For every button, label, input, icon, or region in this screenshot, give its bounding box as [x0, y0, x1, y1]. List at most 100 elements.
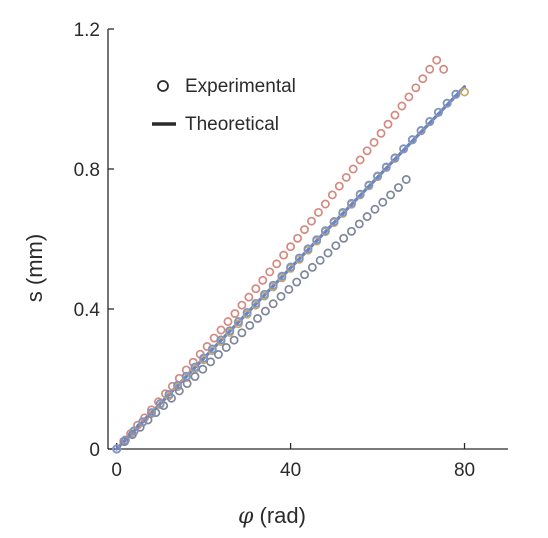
data-point-blue	[451, 89, 461, 99]
data-point-blue	[251, 298, 261, 308]
data-point-blue	[355, 189, 365, 199]
data-point-gray	[401, 175, 411, 184]
data-point-red	[376, 128, 386, 138]
data-point-red	[390, 110, 400, 120]
data-point-blue	[425, 116, 435, 126]
data-point-red	[383, 119, 393, 129]
data-point-red	[348, 164, 358, 174]
data-point-red	[341, 172, 351, 182]
data-point-blue	[138, 417, 148, 427]
data-point-gray	[323, 248, 333, 258]
x-axis-label-symbol: φ	[238, 504, 254, 529]
data-point-blue	[338, 207, 348, 217]
data-point-red	[230, 309, 240, 318]
legend: Experimental Theoretical	[152, 76, 296, 135]
data-points	[112, 55, 469, 454]
data-point-blue	[320, 226, 330, 236]
data-point-blue	[381, 162, 391, 172]
data-point-red	[432, 55, 442, 65]
data-point-blue	[207, 344, 217, 354]
data-point-blue	[442, 98, 452, 108]
data-point-red	[369, 137, 379, 147]
data-point-blue	[277, 271, 287, 281]
x-axis-label: φ (rad)	[238, 503, 306, 529]
data-point-blue	[216, 335, 226, 345]
data-point-red	[397, 101, 407, 111]
data-point-red	[258, 275, 268, 285]
data-point-blue	[268, 280, 278, 290]
data-point-blue	[433, 107, 443, 117]
data-point-gray	[354, 219, 364, 229]
data-point-gray	[206, 357, 216, 367]
y-axis: 0 0.4 0.8 1.2	[74, 20, 114, 461]
data-point-gray	[315, 255, 325, 265]
data-point-red	[286, 242, 296, 252]
y-tick-label: 0	[89, 440, 100, 461]
data-point-gray	[229, 335, 239, 345]
data-point-gray	[190, 372, 200, 381]
data-point-red	[404, 92, 414, 102]
data-point-gray	[221, 343, 231, 352]
data-point-red	[293, 233, 303, 243]
data-point-blue	[233, 317, 243, 327]
data-point-blue	[399, 144, 409, 154]
data-point-gray	[307, 262, 317, 272]
data-point-gray	[339, 233, 349, 243]
data-point-gray	[331, 241, 341, 251]
data-point-blue	[407, 135, 417, 145]
x-tick-label: 40	[280, 460, 301, 481]
data-point-red	[320, 199, 330, 209]
data-point-blue	[225, 326, 235, 336]
x-tick-label: 80	[454, 460, 475, 481]
data-point-gray	[143, 415, 153, 425]
y-tick-label: 1.2	[74, 20, 100, 41]
data-point-red	[327, 190, 337, 200]
data-point-red	[279, 250, 289, 260]
data-point-blue	[260, 289, 269, 299]
data-point-red	[439, 64, 449, 74]
data-point-blue	[164, 389, 174, 399]
data-point-gray	[370, 204, 380, 214]
data-point-blue	[120, 435, 130, 445]
data-point-blue	[303, 244, 313, 254]
data-point-blue	[173, 380, 183, 390]
x-tick-label: 0	[111, 460, 122, 481]
data-point-gray	[268, 299, 278, 309]
data-point-blue	[112, 444, 122, 454]
data-point-blue	[199, 353, 209, 363]
data-point-red	[167, 381, 177, 391]
data-point-red	[307, 216, 316, 226]
data-point-gray	[198, 364, 208, 374]
data-point-red	[411, 83, 421, 93]
data-point-gray	[300, 270, 309, 280]
data-point-red	[272, 259, 282, 269]
data-point-red	[362, 146, 372, 156]
data-point-gray	[213, 350, 223, 359]
data-point-gray	[174, 386, 184, 396]
data-point-gray	[237, 328, 247, 338]
x-axis: 0 40 80	[108, 443, 508, 481]
data-point-blue	[416, 126, 426, 135]
data-point-blue	[373, 171, 383, 181]
data-point-blue	[312, 235, 322, 245]
x-axis-label-unit: (rad)	[253, 503, 306, 528]
legend-experimental-label: Experimental	[185, 76, 296, 97]
data-point-gray	[378, 197, 388, 207]
data-point-blue	[129, 426, 139, 436]
data-point-gray	[284, 284, 294, 294]
legend-theoretical-label: Theoretical	[185, 114, 279, 135]
data-point-red	[425, 64, 435, 74]
data-point-red	[265, 267, 275, 277]
data-point-blue	[242, 308, 252, 317]
y-tick-label: 0.4	[74, 300, 101, 321]
y-axis-label: s (mm)	[22, 234, 47, 302]
data-point-blue	[294, 253, 304, 263]
data-point-red	[216, 325, 226, 335]
data-point-gray	[347, 226, 356, 236]
data-point-red	[209, 333, 219, 343]
data-point-gray	[260, 306, 270, 316]
data-point-red	[313, 207, 323, 217]
data-point-gray	[245, 321, 255, 330]
data-point-red	[237, 300, 247, 310]
